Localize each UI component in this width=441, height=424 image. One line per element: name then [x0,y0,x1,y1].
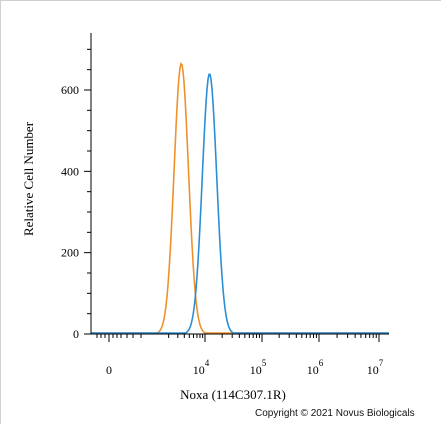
histogram-series-2 [91,73,389,334]
y-tick-label: 0 [73,327,79,341]
x-tick-label: 107 [367,358,384,377]
y-tick-label: 600 [61,83,79,97]
y-tick-label: 200 [61,246,79,260]
y-tick-label: 400 [61,164,79,178]
copyright-text: Copyright © 2021 Novus Biologicals [255,408,415,419]
x-tick-label: 105 [250,358,267,377]
y-axis-label: Relative Cell Number [21,121,36,236]
x-axis-label: Noxa (114C307.1R) [180,387,286,402]
x-tick-label: 104 [193,358,210,377]
histogram-series-1 [91,62,389,334]
x-tick-label: 106 [307,358,324,377]
x-tick-label: 0 [106,363,112,377]
